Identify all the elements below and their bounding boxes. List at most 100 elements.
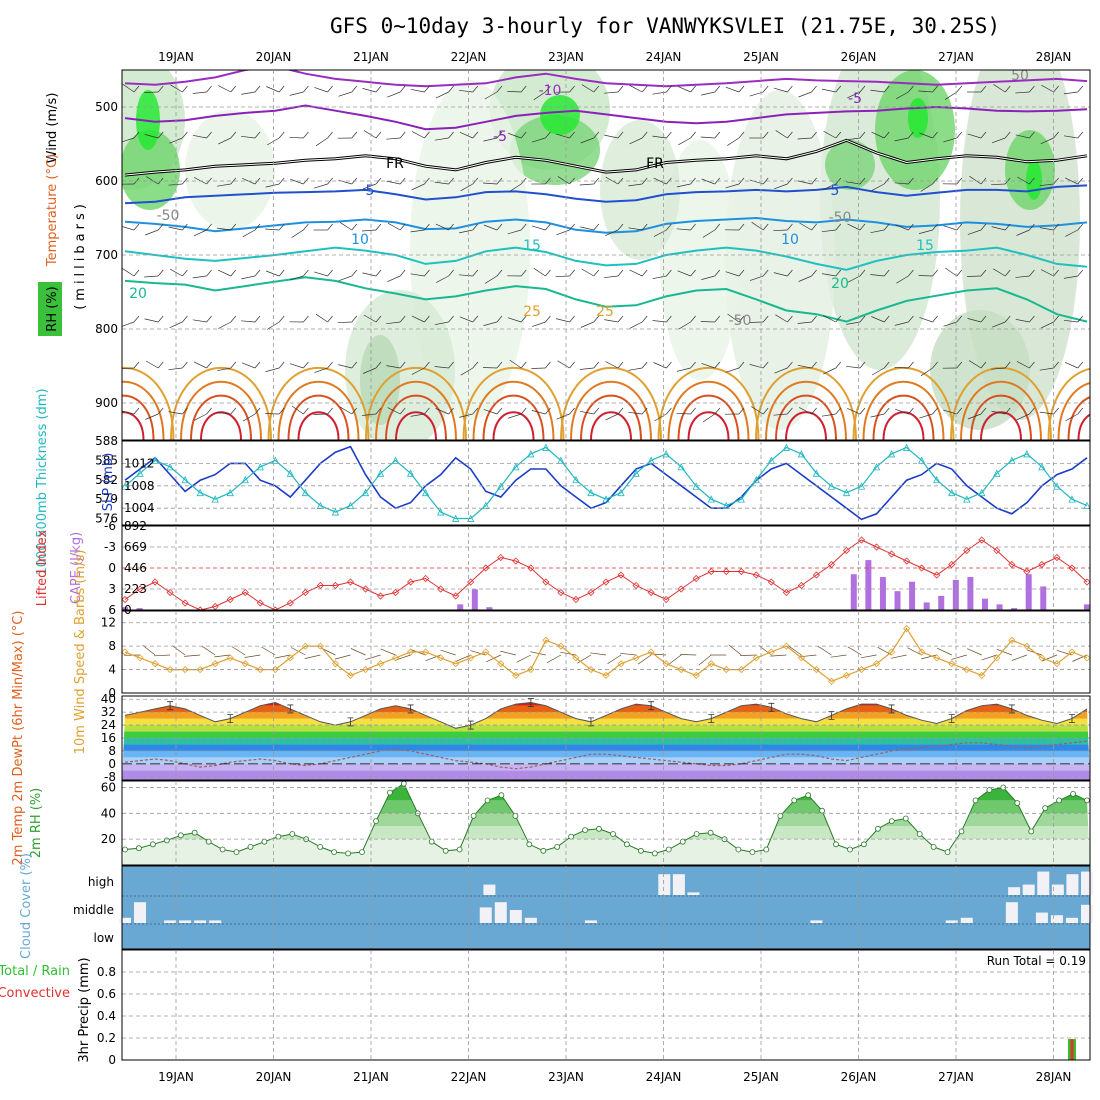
wind-barb-flag xyxy=(980,407,987,415)
wind10-panel: 0 4 8 12 10m Wind Speed & Barbs (m/s) xyxy=(73,550,1090,754)
cloud-bar xyxy=(584,920,597,923)
li-point xyxy=(241,588,249,597)
isotherm-label: -5 xyxy=(848,91,862,107)
warm-contour xyxy=(122,366,175,440)
li-point xyxy=(782,588,790,597)
wind-barb xyxy=(338,91,352,97)
wind-barb xyxy=(122,137,135,143)
wind-barb-flag xyxy=(472,131,479,139)
wind-barb xyxy=(314,87,328,93)
wind-barb xyxy=(1065,177,1078,185)
wind-barb xyxy=(773,229,788,232)
wind10-barb xyxy=(244,654,261,658)
thickness-point xyxy=(587,488,595,497)
wind-barb xyxy=(702,229,715,238)
wind-barb xyxy=(434,137,449,141)
wind-barb xyxy=(509,183,522,192)
rh2m-point xyxy=(177,832,184,839)
wind10-point xyxy=(632,654,640,662)
wind-barb-flag xyxy=(883,223,890,231)
cloud-bar xyxy=(945,920,958,923)
wind-barb-flag xyxy=(399,223,406,231)
cloud-axis-label: Cloud Cover (%) xyxy=(19,853,34,959)
isotherm-label: -50 xyxy=(157,208,180,224)
isotherm-label: 5 xyxy=(366,183,375,199)
date-label-top: 25JAN xyxy=(743,50,779,64)
thickness-point xyxy=(196,488,204,497)
wind10-barb xyxy=(274,654,291,659)
wind-barb xyxy=(991,183,1006,186)
wind-barb xyxy=(386,321,401,325)
wind-barb xyxy=(460,367,473,376)
wind-barb xyxy=(846,365,861,369)
wind-barb xyxy=(507,132,522,139)
wind-barb xyxy=(605,229,619,237)
rh2m-plot xyxy=(122,781,1090,865)
wind-barb-flag xyxy=(375,85,382,93)
wind-barb-flag xyxy=(1053,131,1059,139)
wind-barb xyxy=(410,229,425,233)
cape-tick: 669 xyxy=(124,540,147,554)
wind-barb xyxy=(289,91,304,96)
wind-barb-flag xyxy=(641,407,648,415)
date-label-top: 27JAN xyxy=(938,50,974,64)
wind-barb-flag xyxy=(859,361,866,369)
cloud-cover-panel: low middle high Cloud Cover (%) xyxy=(19,853,1093,959)
wind10-point xyxy=(707,660,715,668)
wind-barb-flag xyxy=(399,131,406,139)
wind-barb xyxy=(460,183,473,192)
thickness-tick: 585 xyxy=(95,453,118,467)
wind-barb-flag xyxy=(762,131,769,139)
li-point xyxy=(497,553,505,562)
wind10-point xyxy=(542,636,550,644)
wind-barb-flag xyxy=(956,361,963,369)
wind-barb xyxy=(1063,319,1078,323)
wind-barb xyxy=(751,221,764,231)
wind-barb xyxy=(993,268,1006,277)
wind-barb xyxy=(1063,275,1078,279)
wind-barb xyxy=(290,178,304,185)
wind-barb xyxy=(894,321,909,326)
wind10-tick: 12 xyxy=(101,616,116,630)
warm-contour xyxy=(122,394,155,440)
wind-barb xyxy=(170,268,183,277)
wind-barb xyxy=(1017,176,1030,185)
temp2m-tick: 40 xyxy=(101,692,116,706)
wind-barb xyxy=(774,183,788,190)
wind10-point xyxy=(241,660,249,668)
cape-bar xyxy=(1084,604,1090,610)
wind-barb-flag xyxy=(496,407,503,415)
cape-bar xyxy=(122,607,128,610)
wind-barb xyxy=(556,133,570,139)
wind-barb-flag xyxy=(327,131,333,139)
wind-barb-flag xyxy=(690,315,696,323)
li-point xyxy=(542,578,550,586)
rh2m-point xyxy=(986,787,993,793)
wind-barb-flag xyxy=(714,315,721,323)
wind-barb xyxy=(580,137,594,144)
li-point xyxy=(948,560,956,569)
li-point xyxy=(181,599,189,607)
cloud-bar xyxy=(509,910,522,923)
li-point xyxy=(707,567,715,576)
wind-barb xyxy=(266,86,280,93)
panel-frame xyxy=(121,69,1091,441)
wind10-point xyxy=(948,660,956,668)
wind-barb-flag xyxy=(182,131,188,139)
slp-plot xyxy=(122,443,1090,522)
li-point xyxy=(346,578,355,586)
wind-barb-flag xyxy=(883,361,890,369)
wind-barb xyxy=(265,270,280,277)
rh2m-point xyxy=(400,781,407,787)
rh2m-point xyxy=(638,847,644,854)
li-point xyxy=(316,581,324,590)
precip-tick: 0.4 xyxy=(97,1009,116,1023)
thickness-point xyxy=(887,450,896,458)
wind-barb-flag xyxy=(351,315,358,323)
date-label-bottom: 21JAN xyxy=(353,1070,389,1084)
wind-barb-flag xyxy=(206,85,212,93)
rh-band xyxy=(122,800,1090,814)
li-tick: 3 xyxy=(108,582,116,596)
wind-barb xyxy=(896,275,909,284)
thickness-point xyxy=(812,469,821,477)
